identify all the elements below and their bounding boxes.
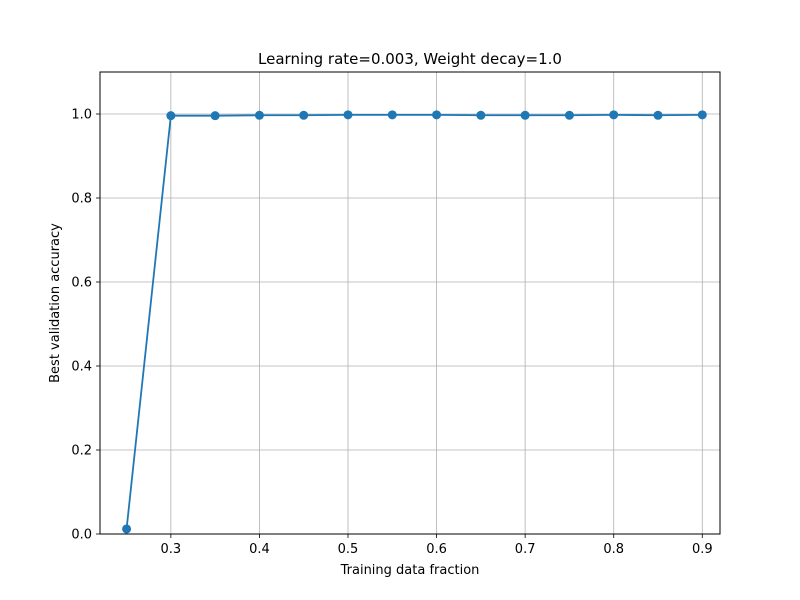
- y-tick-label: 0.0: [71, 528, 92, 543]
- x-axis-label: Training data fraction: [340, 563, 480, 578]
- data-point: [254, 110, 264, 120]
- y-tick-label: 0.2: [71, 444, 92, 459]
- data-point: [122, 524, 132, 534]
- plot-area-frame: [99, 71, 721, 535]
- data-point: [476, 110, 486, 120]
- data-point: [564, 110, 574, 120]
- series-line: [125, 113, 703, 530]
- y-tick-label: 0.4: [71, 360, 92, 375]
- y-tick-label: 0.6: [71, 276, 92, 291]
- y-tick-label: 0.8: [71, 192, 92, 207]
- data-point: [653, 110, 663, 120]
- data-point: [432, 110, 442, 120]
- x-tick-label: 0.4: [249, 542, 270, 557]
- y-tick-label: 1.0: [71, 108, 92, 123]
- x-tick-label: 0.5: [338, 542, 359, 557]
- data-point: [387, 110, 397, 120]
- y-axis-label: Best validation accuracy: [48, 223, 63, 383]
- x-tick-label: 0.9: [692, 542, 713, 557]
- data-point: [343, 110, 353, 120]
- x-tick-label: 0.3: [161, 542, 182, 557]
- data-point: [520, 110, 530, 120]
- chart-title: Learning rate=0.003, Weight decay=1.0: [258, 50, 562, 68]
- data-point: [299, 110, 309, 120]
- data-point: [609, 110, 619, 120]
- data-point: [210, 111, 220, 121]
- data-point: [166, 111, 176, 121]
- series-layer: [122, 110, 707, 534]
- x-tick-label: 0.7: [515, 542, 536, 557]
- tick-layer: 0.3 0.4 0.5 0.6 0.7 0.8 0.9 0.0 0.2 0.4 0.6 0.8 1.0: [71, 108, 712, 558]
- x-tick-label: 0.6: [426, 542, 447, 557]
- data-point: [697, 110, 707, 120]
- x-tick-label: 0.8: [603, 542, 624, 557]
